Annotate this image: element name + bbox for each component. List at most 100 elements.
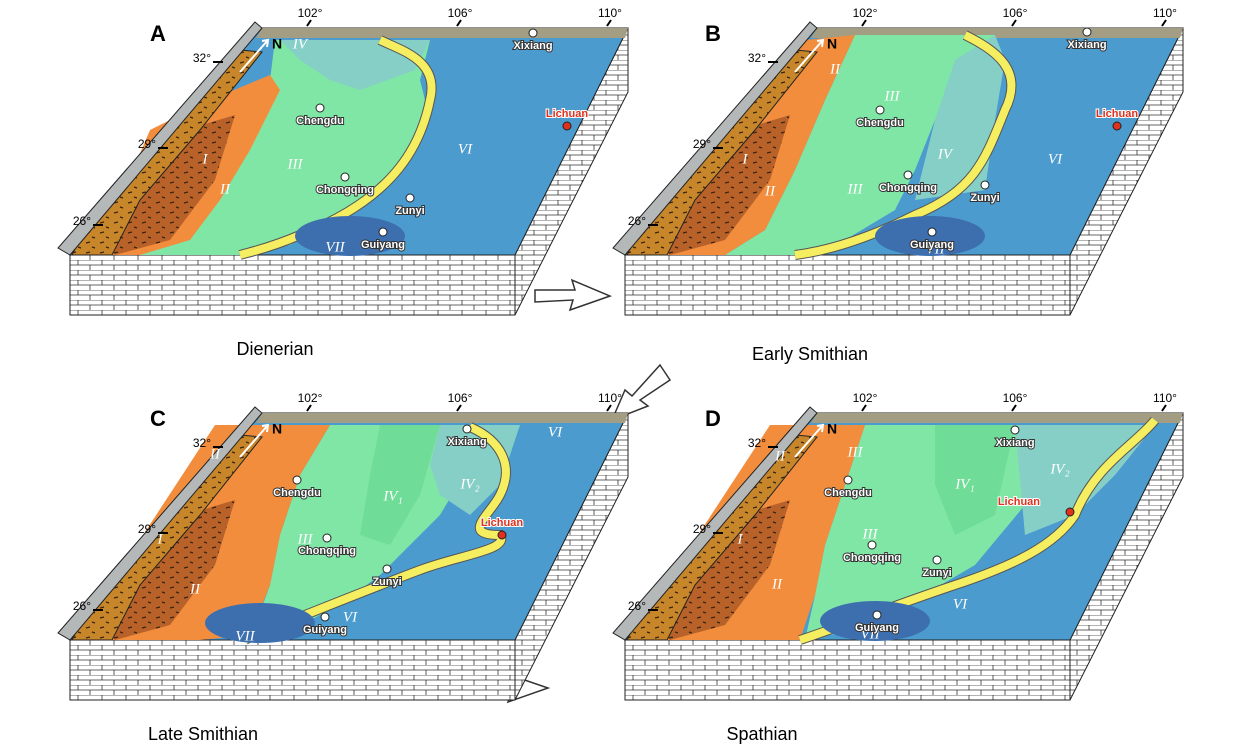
city-label: Chongqing [316, 184, 374, 196]
city-label: Chengdu [296, 115, 344, 127]
zone-label: IV₂ [459, 476, 479, 492]
front-face [70, 255, 515, 315]
city-dot [904, 171, 912, 179]
lon-tick [307, 20, 311, 26]
lon-label: 106° [448, 6, 473, 20]
lon-tick [607, 20, 611, 26]
city-dot [406, 194, 414, 202]
city-dot [876, 106, 884, 114]
arrow [535, 280, 610, 310]
city-label: Xixiang [447, 436, 486, 448]
zone-deep [205, 603, 315, 643]
lon-label: 106° [448, 391, 473, 405]
lon-tick [1012, 405, 1016, 411]
lon-label: 102° [298, 391, 323, 405]
city-dot [981, 181, 989, 189]
city-label: Xixiang [1067, 39, 1106, 51]
lat-label: 32° [748, 51, 766, 65]
lon-label: 110° [598, 6, 622, 20]
city-label: Chengdu [824, 487, 872, 499]
lon-label: 110° [1153, 6, 1177, 20]
zone-label: I [742, 151, 749, 167]
city-dot [293, 476, 301, 484]
zone-label: III [847, 444, 864, 460]
zone-label: I [157, 531, 164, 547]
city-dot [463, 425, 471, 433]
panel-caption: Dienerian [236, 339, 313, 359]
city-label: Chongqing [879, 182, 937, 194]
zone-label: II [219, 181, 231, 197]
land-band [256, 28, 628, 38]
lat-label: 32° [193, 436, 211, 450]
zone-label: IV₂ [1049, 461, 1069, 477]
zone-label: III [884, 88, 901, 104]
panel-caption: Spathian [726, 724, 797, 744]
lon-tick [307, 405, 311, 411]
lon-tick [862, 405, 866, 411]
city-label: Lichuan [481, 517, 523, 529]
city-dot [928, 228, 936, 236]
city-dot [563, 122, 571, 130]
lon-tick [1162, 405, 1166, 411]
city-label: Guiyang [855, 622, 899, 634]
land-band [811, 413, 1183, 423]
lat-label: 26° [628, 214, 646, 228]
panel-letter: C [150, 406, 166, 431]
city-dot [1011, 426, 1019, 434]
lat-label: 26° [73, 599, 91, 613]
lon-label: 106° [1003, 6, 1028, 20]
zone-label: VII [325, 239, 345, 255]
city-dot [321, 613, 329, 621]
city-dot [316, 104, 324, 112]
lat-label: 29° [693, 522, 711, 536]
city-dot [341, 173, 349, 181]
lon-tick [1162, 20, 1166, 26]
zone-label: III [287, 156, 304, 172]
zone-label: I [737, 531, 744, 547]
city-dot [323, 534, 331, 542]
north-label: N [272, 36, 282, 52]
city-dot [933, 556, 941, 564]
north-label: N [827, 421, 837, 437]
panel-caption: Late Smithian [148, 724, 258, 744]
zone-label: III [862, 526, 879, 542]
city-label: Xixiang [995, 437, 1034, 449]
lon-label: 110° [1153, 391, 1177, 405]
zone-label: IV [292, 36, 309, 52]
city-label: Guiyang [910, 239, 954, 251]
zone-label: II [771, 576, 783, 592]
zone-label: II [774, 448, 786, 464]
city-dot [844, 476, 852, 484]
zone-label: VI [953, 596, 968, 612]
city-label: Zunyi [395, 205, 424, 217]
land-band [256, 413, 628, 423]
city-dot [1113, 122, 1121, 130]
lat-label: 32° [748, 436, 766, 450]
city-dot [1066, 508, 1074, 516]
block-diagram: C102°106°110°32°29°26°NIIIIIIIIIV₁IV₂VIV… [58, 391, 628, 744]
city-dot [379, 228, 387, 236]
north-label: N [827, 36, 837, 52]
front-face [70, 640, 515, 700]
city-dot [383, 565, 391, 573]
lat-label: 29° [693, 137, 711, 151]
city-label: Xixiang [513, 40, 552, 52]
city-dot [873, 611, 881, 619]
zone-label: I [202, 151, 209, 167]
zone-label: II [829, 61, 841, 77]
panel-caption: Early Smithian [752, 344, 868, 364]
north-label: N [272, 421, 282, 437]
city-label: Zunyi [922, 567, 951, 579]
front-face [625, 255, 1070, 315]
lon-label: 110° [598, 391, 622, 405]
city-label: Chengdu [273, 487, 321, 499]
lon-label: 102° [298, 6, 323, 20]
front-face [625, 640, 1070, 700]
city-label: Zunyi [372, 576, 401, 588]
city-label: Chongqing [298, 545, 356, 557]
lon-tick [457, 20, 461, 26]
zone-label: VI [1048, 151, 1063, 167]
city-label: Lichuan [998, 496, 1040, 508]
